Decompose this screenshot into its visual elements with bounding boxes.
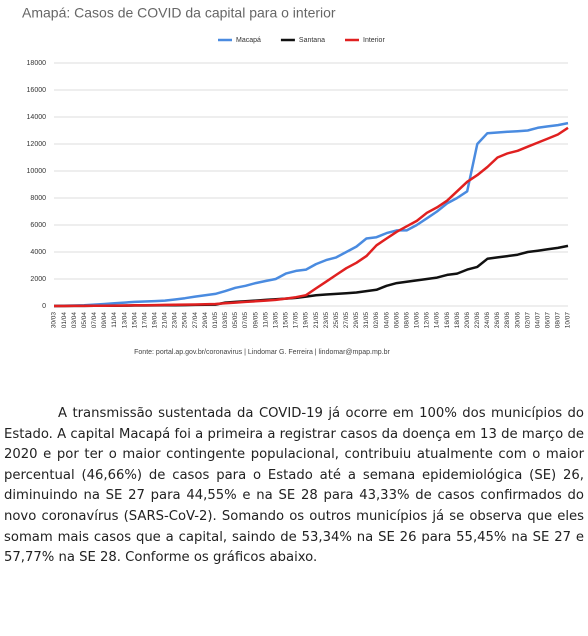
series-line — [53, 121, 569, 308]
x-tick-label: 11/05 — [262, 312, 269, 328]
y-tick-label: 16000 — [27, 87, 47, 94]
x-tick-label: 29/04 — [202, 312, 209, 329]
x-tick-label: 02/07 — [524, 312, 531, 329]
x-tick-label: 15/05 — [283, 312, 290, 329]
x-tick-label: 04/06 — [383, 312, 390, 329]
chart: Amapá: Casos de COVID da capital para o … — [22, 5, 572, 356]
x-tick-label: 09/05 — [252, 312, 259, 329]
x-tick-label: 31/05 — [363, 312, 370, 329]
x-tick-label: 05/04 — [81, 312, 88, 329]
x-tick-label: 19/04 — [152, 312, 159, 329]
x-tick-label: 25/05 — [333, 312, 340, 329]
x-tick-label: 06/06 — [393, 312, 400, 329]
x-tick-label: 10/06 — [414, 312, 421, 329]
legend-label: Interior — [363, 37, 385, 44]
x-tick-label: 19/05 — [303, 312, 310, 329]
x-tick-label: 21/04 — [162, 312, 169, 329]
x-tick-label: 07/05 — [242, 312, 249, 329]
y-tick-label: 14000 — [27, 114, 47, 121]
y-tick-label: 4000 — [30, 249, 46, 256]
x-tick-label: 25/04 — [182, 312, 189, 329]
x-tick-label: 23/05 — [323, 312, 330, 329]
x-tick-label: 03/05 — [222, 312, 229, 329]
x-tick-label: 15/04 — [131, 312, 138, 329]
x-tick-label: 18/06 — [454, 312, 461, 329]
legend-label: Macapá — [236, 37, 261, 44]
x-tick-label: 06/07 — [545, 312, 552, 329]
y-tick-label: 6000 — [30, 222, 46, 229]
x-tick-label: 26/06 — [494, 312, 501, 329]
x-tick-label: 10/07 — [565, 312, 572, 329]
x-tick-label: 01/04 — [61, 312, 68, 329]
x-tick-label: 02/06 — [373, 312, 380, 329]
x-tick-label: 08/07 — [555, 312, 562, 329]
x-tick-label: 24/06 — [484, 312, 491, 329]
y-tick-label: 10000 — [27, 168, 47, 175]
x-tick-label: 20/06 — [464, 312, 471, 329]
x-tick-label: 21/05 — [313, 312, 320, 329]
series-line — [54, 244, 569, 308]
x-tick-label: 30/06 — [514, 312, 521, 329]
chart-title: Amapá: Casos de COVID da capital para o … — [22, 5, 336, 21]
x-tick-label: 28/06 — [504, 312, 511, 329]
x-tick-label: 27/04 — [192, 312, 199, 329]
y-tick-label: 0 — [42, 303, 46, 310]
paragraph: A transmissão sustentada da COVID-19 já … — [4, 406, 584, 566]
x-tick-label: 17/04 — [141, 312, 148, 329]
x-tick-label: 22/06 — [474, 312, 481, 329]
x-tick-label: 14/06 — [434, 312, 441, 329]
x-tick-label: 05/05 — [232, 312, 239, 329]
x-tick-label: 13/05 — [272, 312, 279, 329]
x-tick-label: 03/04 — [71, 312, 78, 329]
y-tick-label: 12000 — [27, 141, 47, 148]
source-note: Fonte: portal.ap.gov.br/coronavirus | Li… — [134, 349, 390, 356]
x-tick-label: 17/05 — [293, 312, 300, 329]
x-tick-label: 29/05 — [353, 312, 360, 329]
y-tick-label: 8000 — [30, 195, 46, 202]
y-tick-label: 18000 — [27, 60, 47, 67]
x-tick-label: 30/03 — [51, 312, 58, 329]
x-tick-label: 08/06 — [403, 312, 410, 329]
x-tick-label: 09/04 — [101, 312, 108, 329]
x-tick-label: 16/06 — [444, 312, 451, 329]
series-line — [54, 126, 569, 308]
x-tick-label: 27/05 — [343, 312, 350, 329]
legend-label: Santana — [299, 37, 325, 44]
x-tick-label: 23/04 — [172, 312, 179, 329]
x-tick-label: 07/04 — [91, 312, 98, 329]
x-tick-label: 13/04 — [121, 312, 128, 329]
x-tick-label: 12/06 — [424, 312, 431, 329]
y-tick-label: 2000 — [30, 276, 46, 283]
x-tick-label: 01/05 — [212, 312, 219, 329]
x-tick-label: 04/07 — [534, 312, 541, 329]
x-tick-label: 11/04 — [111, 312, 118, 328]
